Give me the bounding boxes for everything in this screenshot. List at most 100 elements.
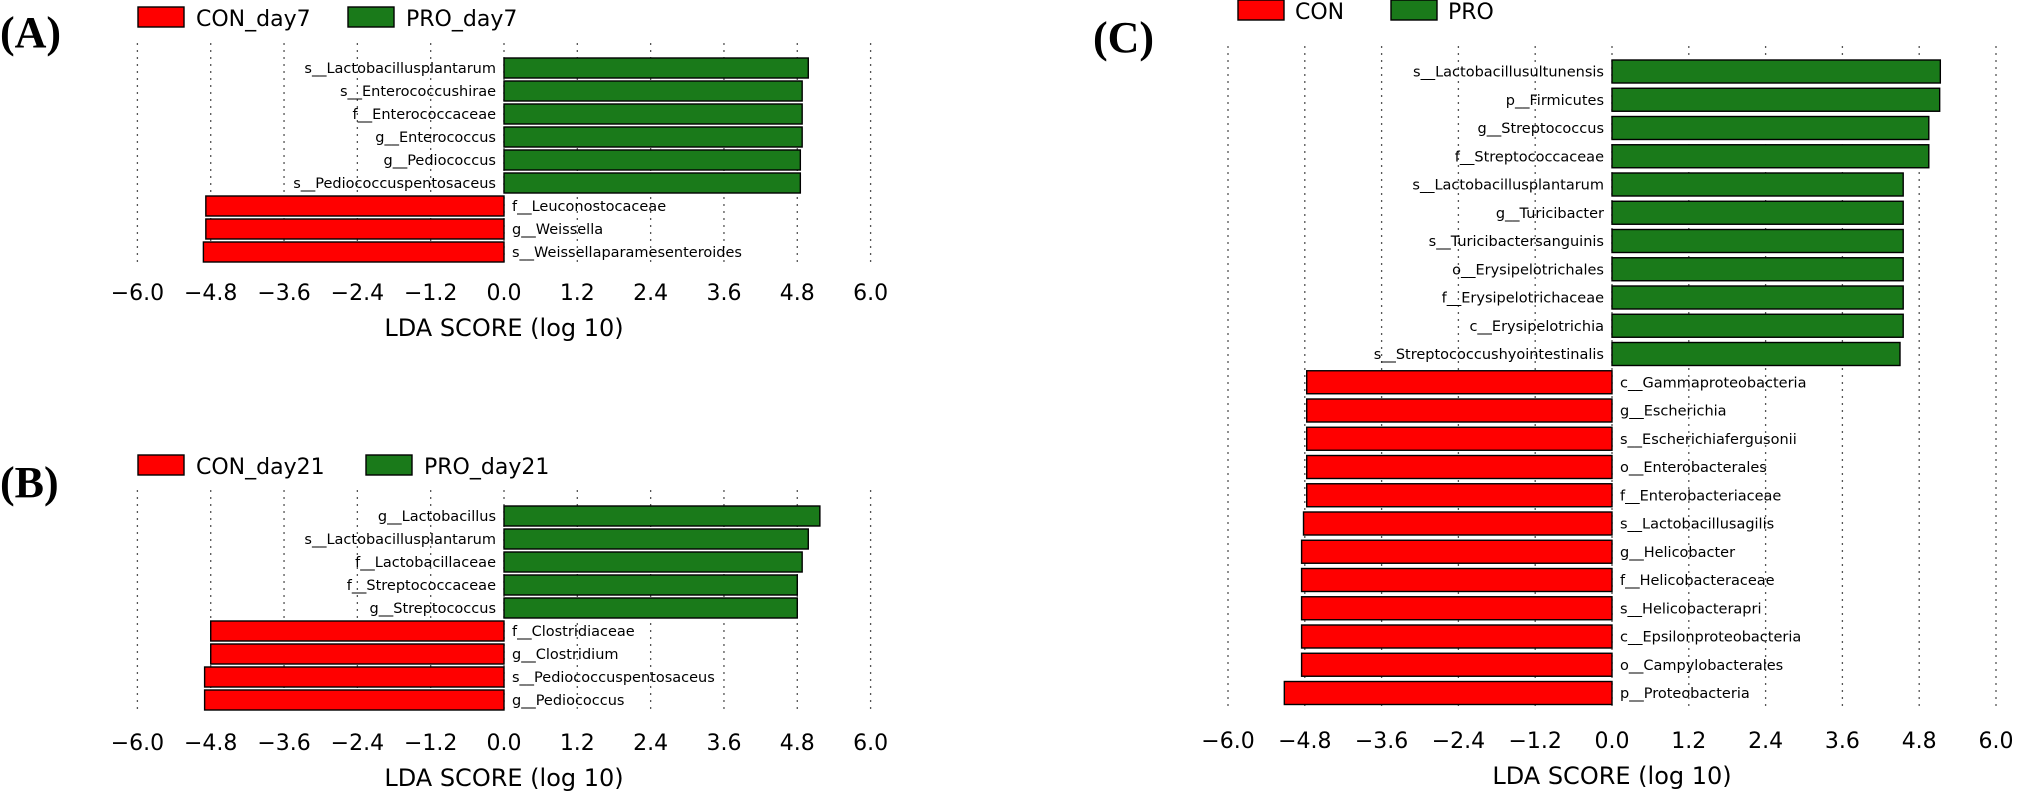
x-tick-label: −6.0 — [1201, 729, 1254, 754]
lda-bar — [1300, 624, 1613, 649]
x-tick-label: 0.0 — [487, 731, 522, 756]
lda-bar — [503, 126, 803, 148]
x-axis-label: LDA SCORE (log 10) — [384, 314, 623, 342]
lda-bar — [1300, 652, 1613, 677]
bar-label: f__Enterobacteriaceae — [1620, 488, 1781, 504]
lda-bar — [503, 528, 809, 550]
bar-label: s__Pediococcuspentosaceus — [512, 670, 715, 686]
bar-label: f__Leuconostocaceae — [512, 199, 666, 215]
legend-label: CON_day7 — [196, 7, 311, 32]
x-tick-label: −6.0 — [111, 731, 164, 756]
bar-label: f__Streptococcaceae — [347, 578, 496, 594]
lda-bar — [1611, 87, 1941, 112]
bar-label: s__Weissellaparamesenteroides — [512, 245, 742, 261]
lda-bar — [1300, 539, 1613, 564]
x-tick-label: 2.4 — [633, 281, 668, 306]
lda-bar — [205, 195, 505, 217]
legend-label: PRO_day7 — [406, 7, 517, 32]
lda-bar — [1306, 426, 1613, 451]
x-tick-label: −3.6 — [257, 281, 310, 306]
x-tick-label: −2.4 — [1432, 729, 1485, 754]
legend-swatch — [347, 6, 395, 28]
x-tick-label: −4.8 — [184, 281, 237, 306]
bar-label: g__Weissella — [512, 222, 603, 238]
x-tick-label: −4.8 — [184, 731, 237, 756]
bar-label: s__Lactobacillusagilis — [1620, 517, 1774, 533]
legend-swatch — [365, 454, 413, 476]
lda-bar — [503, 57, 809, 79]
lda-bar — [1306, 398, 1613, 423]
x-tick-label: 0.0 — [1595, 729, 1630, 754]
x-tick-label: −2.4 — [331, 281, 384, 306]
lda-bar — [1611, 341, 1901, 367]
lda-bar — [1306, 483, 1613, 508]
bar-label: g__Streptococcus — [370, 601, 496, 617]
bar-label: o__Campylobacterales — [1620, 658, 1783, 674]
lda-bar — [503, 574, 798, 596]
bar-label: g__Helicobacter — [1620, 545, 1735, 561]
lda-bar — [1611, 285, 1904, 310]
x-tick-label: −1.2 — [404, 731, 457, 756]
lda-bar — [1300, 596, 1613, 621]
lda-panel-3: (C) CON PRO −6.0 −4.8 −3.6 −2.4 −1.2 0.0 1.2 2.4 3.… — [1093, 0, 2014, 790]
legend-label: PRO_day21 — [424, 455, 549, 480]
bar-label: s__Escherichiafergusonii — [1620, 432, 1797, 448]
bar-label: f__Clostridiaceae — [512, 624, 635, 640]
x-tick-label: 3.6 — [706, 281, 741, 306]
lda-bar — [503, 149, 802, 171]
legend-swatch — [1237, 0, 1285, 21]
bar-label: g__Pediococcus — [384, 153, 497, 169]
legend-label: PRO — [1448, 0, 1494, 25]
bar-label: s__Lactobacillusplantarum — [304, 61, 496, 77]
lda-bar — [210, 643, 505, 665]
lda-panel-2: (B) CON_day21 PRO_day21 −6.0 −4.8 −3.6 −2.4 −1.… — [0, 454, 888, 792]
lda-bar — [1611, 313, 1904, 338]
bar-label: p__Proteobacteria — [1620, 686, 1750, 702]
lda-bar — [503, 80, 803, 102]
lda-bar — [1611, 144, 1930, 169]
lda-bar — [210, 620, 505, 642]
bar-label: g__Enterococcus — [375, 130, 496, 146]
bar-label: g__Clostridium — [512, 647, 619, 663]
legend-swatch — [137, 6, 185, 28]
x-tick-label: 6.0 — [853, 731, 888, 756]
x-tick-label: −2.4 — [331, 731, 384, 756]
lda-bar — [202, 241, 505, 263]
lda-bar — [503, 505, 821, 527]
x-tick-label: −1.2 — [404, 281, 457, 306]
lda-bar — [1611, 115, 1930, 141]
bar-label: c__Epsilonproteobacteria — [1620, 630, 1801, 646]
lda-bar — [1611, 172, 1904, 197]
lda-bar — [1306, 454, 1613, 480]
lda-bar — [1283, 680, 1613, 706]
lda-bar — [205, 218, 505, 240]
panel-letter: (B) — [0, 458, 59, 507]
bar-label: f__Enterococcaceae — [353, 107, 497, 123]
bar-label: s__Lactobacillusultunensis — [1413, 65, 1604, 81]
lda-bar — [503, 551, 803, 573]
bar-label: o__Enterobacterales — [1620, 460, 1767, 476]
x-tick-label: 1.2 — [560, 281, 595, 306]
x-tick-label: 3.6 — [1825, 729, 1860, 754]
bar-label: s__Streptococcushyointestinalis — [1374, 347, 1604, 363]
lda-bar — [1611, 59, 1942, 84]
bar-label: g__Pediococcus — [512, 693, 625, 709]
lda-panel-1: (A) CON_day7 PRO_day7 −6.0 −4.8 −3.6 −2.4 −1.2 0… — [0, 6, 888, 342]
legend-swatch — [1390, 0, 1438, 21]
x-tick-label: 2.4 — [1748, 729, 1783, 754]
bar-label: s__Helicobacterapri — [1620, 601, 1762, 617]
x-tick-label: 4.8 — [780, 731, 815, 756]
lda-bar — [503, 172, 802, 194]
bar-label: f__Helicobacteraceae — [1620, 573, 1775, 589]
bar-label: s__Turicibactersanguinis — [1429, 234, 1604, 250]
lda-bar — [503, 103, 803, 125]
x-tick-label: −3.6 — [1355, 729, 1408, 754]
x-tick-label: −1.2 — [1508, 729, 1561, 754]
lda-bar — [1611, 228, 1904, 254]
bar-label: s__Lactobacillusplantarum — [1412, 178, 1604, 194]
bar-label: o__Erysipelotrichales — [1452, 262, 1604, 278]
lda-bar — [203, 666, 505, 688]
x-tick-label: −3.6 — [257, 731, 310, 756]
legend-label: CON — [1295, 0, 1344, 25]
lda-bar — [1306, 370, 1613, 395]
